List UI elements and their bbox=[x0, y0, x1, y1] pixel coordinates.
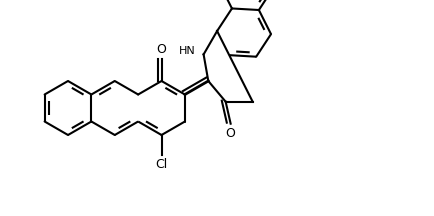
Text: Cl: Cl bbox=[155, 158, 168, 171]
Text: HN: HN bbox=[179, 46, 196, 56]
Text: O: O bbox=[157, 43, 167, 56]
Text: O: O bbox=[226, 127, 236, 140]
